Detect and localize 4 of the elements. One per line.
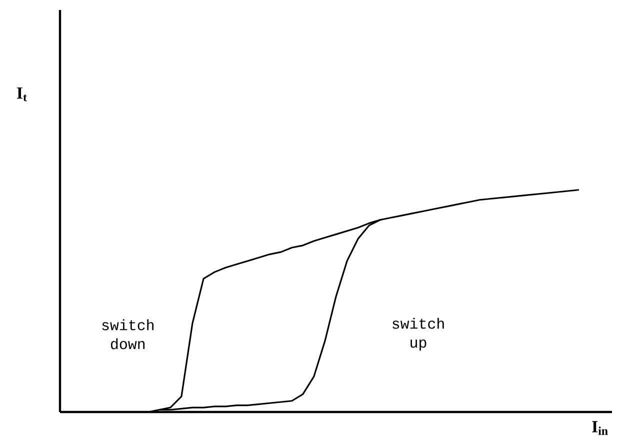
annotation: switch down <box>102 319 154 350</box>
x-axis-title: I$_{in}$ <box>592 421 608 435</box>
annotation: switch up <box>392 318 444 351</box>
text: I$_{t}$ <box>16 87 27 102</box>
